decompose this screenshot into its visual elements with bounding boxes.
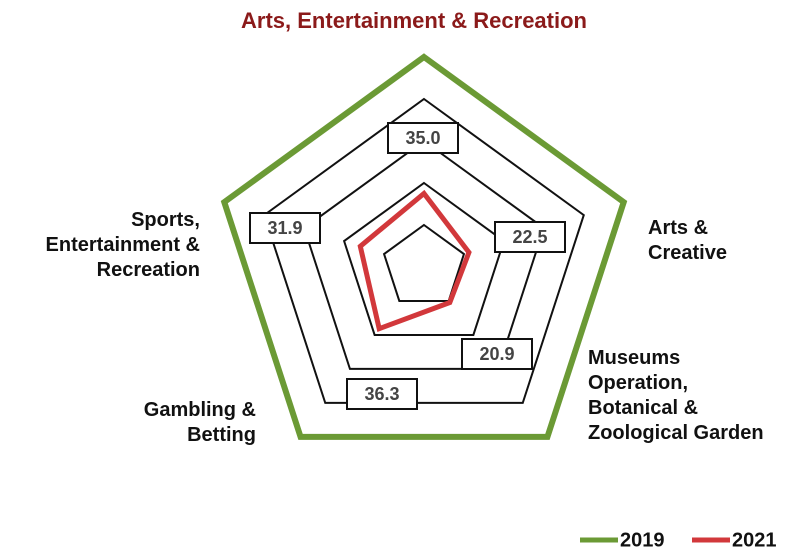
grid-ring [302,139,546,370]
grid-ring [263,97,585,404]
value-label: 36.3 [364,384,399,404]
legend-label: 2021 [732,529,777,551]
category-label: Gambling & Betting [143,399,256,446]
legend-label: 2019 [620,529,665,551]
series-line [357,189,472,333]
grid-ring [382,223,466,302]
value-label-box [387,122,459,154]
value-label-box [461,338,533,370]
series-line [220,53,628,440]
value-label: 31.9 [267,218,302,238]
chart-title: Arts, Entertainment & Recreation [241,8,587,33]
category-label: Museums Operation, Botanical & Zoologica… [588,347,764,444]
value-label: 35.0 [405,128,440,148]
value-label-box [494,221,566,253]
value-label: 20.9 [479,344,514,364]
grid-ring [342,181,506,336]
value-label: 22.5 [512,227,547,247]
value-label-box [346,378,418,410]
value-label-box [249,212,321,244]
category-label: Arts & Creative [648,217,727,264]
category-label: Sports, Entertainment & Recreation [45,209,200,281]
